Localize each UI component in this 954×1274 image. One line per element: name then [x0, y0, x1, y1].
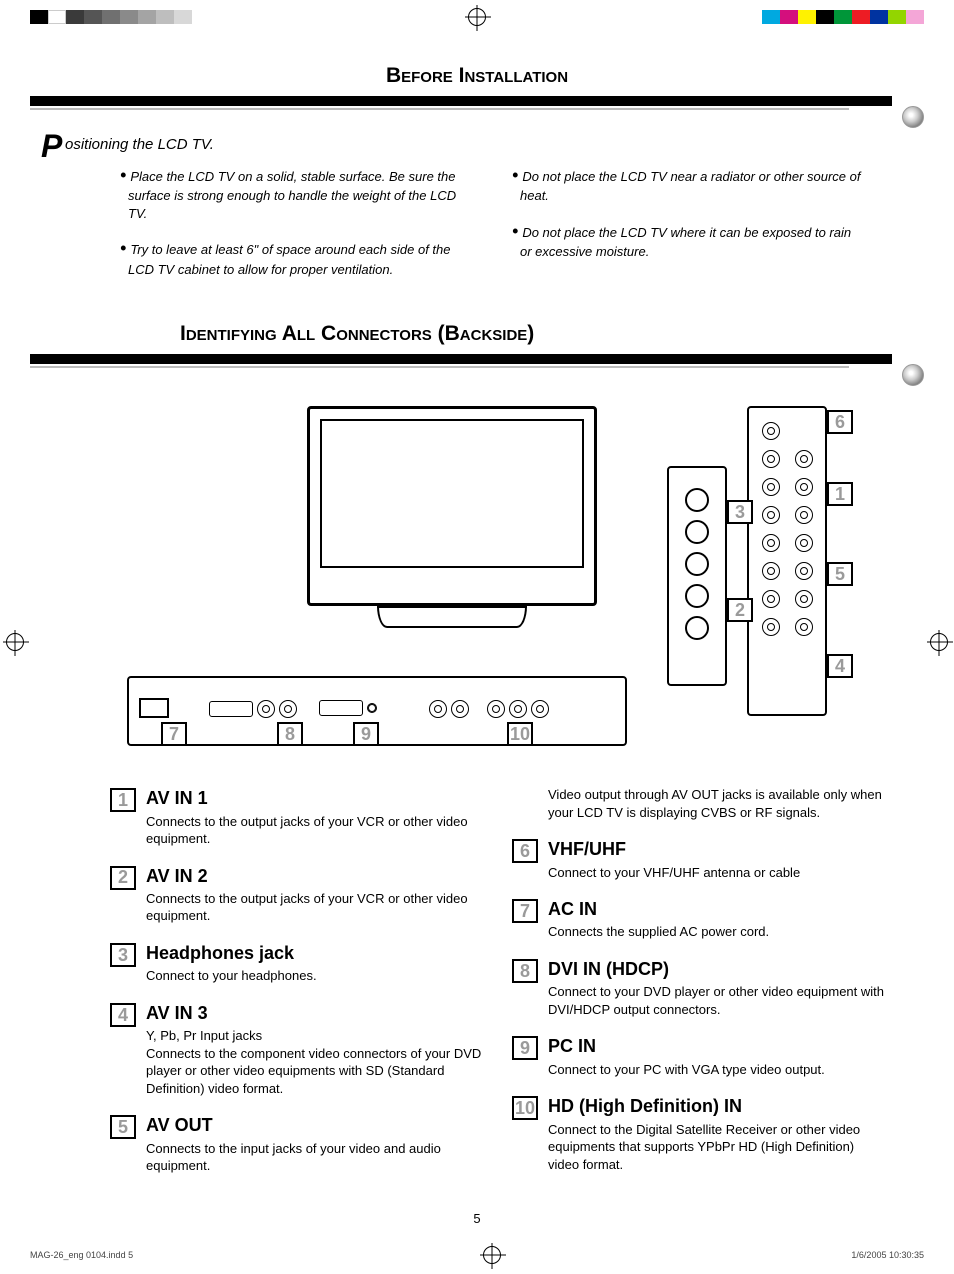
diagram-callout-7: 7 [161, 722, 187, 746]
connector-item-7: 7 AC IN Connects the supplied AC power cor… [512, 897, 884, 941]
connector-title: AV IN 3 [146, 1001, 482, 1025]
tips-left-col: Place the LCD TV on a solid, stable surf… [120, 163, 472, 292]
diagram-callout-5: 5 [827, 562, 853, 586]
section2-title: Identifying All Connectors (Backside) [180, 322, 924, 346]
connector-num: 5 [110, 1115, 136, 1139]
connector-desc: Connect to your headphones. [146, 967, 482, 985]
tip-item: Place the LCD TV on a solid, stable surf… [120, 163, 472, 222]
connector-desc: Connects to the input jacks of your vide… [146, 1140, 482, 1175]
cd-disc-icon-2 [902, 364, 924, 386]
tv-front-outline [307, 406, 597, 606]
footer-date: 1/6/2005 10:30:35 [851, 1250, 924, 1260]
vga-port-group [319, 700, 377, 716]
connector-num: 9 [512, 1036, 538, 1060]
connector-diagram-wrap: 1 2 3 4 5 6 7 8 9 10 [30, 406, 924, 746]
diagram-callout-8: 8 [277, 722, 303, 746]
diagram-callout-9: 9 [353, 722, 379, 746]
diagram-callout-2: 2 [727, 598, 753, 622]
tip-item: Try to leave at least 6" of space around… [120, 236, 472, 278]
print-color-bar [0, 10, 954, 24]
connector-desc: Connect to the Digital Satellite Receive… [548, 1121, 884, 1174]
swatches-left [30, 10, 192, 24]
positioning-heading: P ositioning the LCD TV. [65, 136, 924, 153]
section1-title: Before Installation [30, 64, 924, 88]
positioning-tips: Place the LCD TV on a solid, stable surf… [30, 163, 924, 292]
section2-rule-row [30, 346, 924, 386]
connector-num: 8 [512, 959, 538, 983]
connectors-right-col: Video output through AV OUT jacks is ava… [512, 786, 884, 1191]
connector-item-3: 3 Headphones jack Connect to your headphon… [110, 941, 482, 985]
connector-title: AV IN 1 [146, 786, 482, 810]
connector-num: 2 [110, 866, 136, 890]
dvi-port-group [209, 700, 297, 718]
tv-screen-outline [320, 419, 584, 568]
connector-num: 6 [512, 839, 538, 863]
connector-title: AV OUT [146, 1113, 482, 1137]
tip-item: Do not place the LCD TV near a radiator … [512, 163, 864, 205]
cd-disc-icon [902, 106, 924, 128]
connector-item-6: 6 VHF/UHF Connect to your VHF/UHF antenna … [512, 837, 884, 881]
connector-desc: Connects to the output jacks of your VCR… [146, 890, 482, 925]
connectors-left-col: 1 AV IN 1 Connects to the output jacks of … [110, 786, 482, 1191]
connector-item-2: 2 AV IN 2Connects to the output jacks of … [110, 864, 482, 925]
connector-title: DVI IN (HDCP) [548, 957, 884, 981]
tv-stand-outline [377, 606, 527, 628]
page-content: Before Installation P ositioning the LCD… [0, 24, 954, 1236]
connector-title: HD (High Definition) IN [548, 1094, 884, 1118]
diagram-callout-4: 4 [827, 654, 853, 678]
diagram-callout-6: 6 [827, 410, 853, 434]
connector-title: Headphones jack [146, 941, 482, 965]
hd-port-group [429, 700, 549, 718]
connector-title: AV IN 2 [146, 864, 482, 888]
connector-title: VHF/UHF [548, 837, 884, 861]
connector-title: PC IN [548, 1034, 884, 1058]
connector-item-4: 4 AV IN 3 Y, Pb, Pr Input jacksConnects to… [110, 1001, 482, 1097]
connector-num: 1 [110, 788, 136, 812]
drop-cap: P [41, 128, 62, 165]
tip-item: Do not place the LCD TV where it can be … [512, 219, 864, 261]
connector-desc: Connects the supplied AC power cord. [548, 923, 884, 941]
connector-title: AC IN [548, 897, 884, 921]
connector-item-8: 8 DVI IN (HDCP)Connect to your DVD player… [512, 957, 884, 1018]
connector-num: 7 [512, 899, 538, 923]
connector-num: 4 [110, 1003, 136, 1027]
registration-mark-bottom [483, 1246, 501, 1264]
connector-num: 3 [110, 943, 136, 967]
connector-diagram: 12345678910 [127, 406, 827, 746]
swatches-right [762, 10, 924, 24]
connector-desc: Connect to your PC with VGA type video o… [548, 1061, 884, 1079]
connector-sub: Y, Pb, Pr Input jacks [146, 1027, 482, 1045]
diagram-callout-1: 1 [827, 482, 853, 506]
connector-desc: Connects to the component video connecto… [146, 1045, 482, 1098]
diagram-callout-10: 10 [507, 722, 533, 746]
connector-item-5: 5 AV OUT Connects to the input jacks of yo… [110, 1113, 482, 1174]
connector-item-10: 10 HD (High Definition) IN Connect to the … [512, 1094, 884, 1173]
connector-desc: Connect to your DVD player or other vide… [548, 983, 884, 1018]
connector-item-9: 9 PC IN Connect to your PC with VGA type v… [512, 1034, 884, 1078]
page-number: 5 [30, 1211, 924, 1226]
tips-right-col: Do not place the LCD TV near a radiator … [512, 163, 864, 292]
connector-item-1: 1 AV IN 1 Connects to the output jacks of … [110, 786, 482, 847]
footer-file: MAG-26_eng 0104.indd 5 [30, 1250, 133, 1260]
diagram-callout-3: 3 [727, 500, 753, 524]
section1-rule-row [30, 88, 924, 128]
positioning-text: ositioning the LCD TV. [65, 136, 214, 153]
side-panel-2 [747, 406, 827, 716]
connector-num: 10 [512, 1096, 538, 1120]
connector-desc: Connect to your VHF/UHF antenna or cable [548, 864, 884, 882]
side-panel-1 [667, 466, 727, 686]
print-footer: MAG-26_eng 0104.indd 5 1/6/2005 10:30:35 [0, 1236, 954, 1274]
connector-desc: Connects to the output jacks of your VCR… [146, 813, 482, 848]
connector-pre-note: Video output through AV OUT jacks is ava… [548, 786, 884, 821]
connector-descriptions: 1 AV IN 1 Connects to the output jacks of … [30, 786, 924, 1191]
ac-port-icon [139, 698, 169, 718]
